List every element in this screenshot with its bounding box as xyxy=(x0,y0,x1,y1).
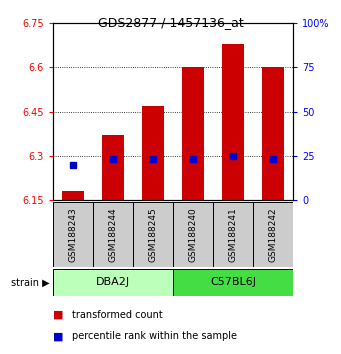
Bar xyxy=(133,202,173,267)
Bar xyxy=(213,202,253,267)
Bar xyxy=(182,67,204,200)
Bar xyxy=(62,191,84,200)
Bar xyxy=(253,202,293,267)
Text: ■: ■ xyxy=(53,331,63,341)
Bar xyxy=(222,44,244,200)
Text: C57BL6J: C57BL6J xyxy=(210,277,256,287)
Bar xyxy=(53,269,173,296)
Bar xyxy=(173,202,213,267)
Text: strain ▶: strain ▶ xyxy=(11,277,49,287)
Text: percentile rank within the sample: percentile rank within the sample xyxy=(72,331,237,341)
Bar xyxy=(53,202,93,267)
Bar xyxy=(102,135,124,200)
Text: GSM188244: GSM188244 xyxy=(108,207,117,262)
Text: GSM188241: GSM188241 xyxy=(229,207,238,262)
Text: GSM188243: GSM188243 xyxy=(69,207,77,262)
Text: transformed count: transformed count xyxy=(72,310,162,320)
Bar xyxy=(93,202,133,267)
Text: GSM188242: GSM188242 xyxy=(269,207,278,262)
Text: GDS2877 / 1457136_at: GDS2877 / 1457136_at xyxy=(98,16,243,29)
Text: ■: ■ xyxy=(53,310,63,320)
Text: GSM188245: GSM188245 xyxy=(149,207,158,262)
Bar xyxy=(173,269,293,296)
Bar xyxy=(142,105,164,200)
Text: GSM188240: GSM188240 xyxy=(189,207,197,262)
Bar xyxy=(262,67,284,200)
Text: DBA2J: DBA2J xyxy=(96,277,130,287)
